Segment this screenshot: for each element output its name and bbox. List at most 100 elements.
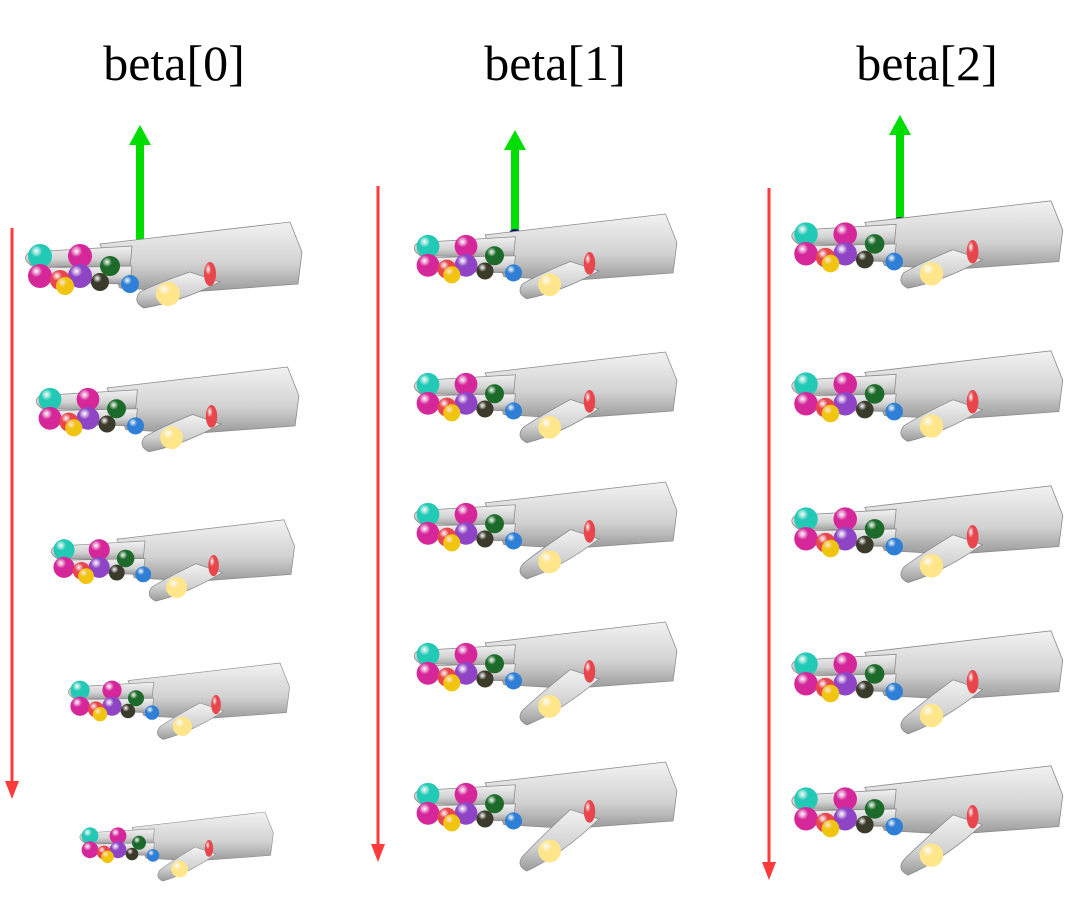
joint-sphere <box>416 521 440 545</box>
joint-sphere <box>156 282 180 306</box>
column-title-beta0: beta[0] <box>103 35 245 91</box>
joint-sphere <box>38 406 62 430</box>
joint-sphere <box>102 680 122 700</box>
joint-sphere <box>476 400 494 418</box>
joint-sphere <box>126 417 145 435</box>
up-arrow-beta1 <box>504 130 526 243</box>
hand-palm <box>484 481 678 549</box>
joint-sphere <box>794 507 818 531</box>
joint-sphere <box>416 642 440 666</box>
joint-sphere <box>885 817 904 836</box>
joint-sphere <box>885 252 904 271</box>
hand-palm <box>99 221 303 293</box>
joint-sphere <box>28 244 52 268</box>
joint-sphere <box>171 860 188 878</box>
joint-sphere <box>416 502 440 526</box>
joint-sphere <box>864 519 885 539</box>
down-arrow-beta0 <box>5 228 19 799</box>
joint-marker <box>966 670 979 694</box>
joint-sphere <box>885 682 904 701</box>
joint-sphere <box>88 556 110 578</box>
joint-marker <box>211 695 221 715</box>
joint-sphere <box>821 404 840 423</box>
hand-beta1-step2 <box>413 481 678 580</box>
joint-sphere <box>454 521 478 545</box>
joint-marker <box>205 405 218 428</box>
joint-sphere <box>833 671 857 696</box>
joint-sphere <box>53 539 75 561</box>
joint-sphere <box>65 419 83 437</box>
joint-sphere <box>885 537 904 556</box>
hand-beta0-step2 <box>50 519 295 602</box>
joint-sphere <box>121 275 139 293</box>
joint-sphere <box>92 707 108 722</box>
joint-sphere <box>78 568 94 585</box>
joint-marker <box>583 390 596 413</box>
joint-sphere <box>454 372 478 396</box>
joint-sphere <box>794 241 818 266</box>
joint-sphere <box>538 415 561 439</box>
joint-marker <box>208 555 219 577</box>
joint-sphere <box>91 273 109 291</box>
joint-marker <box>583 252 596 275</box>
joint-sphere <box>454 391 478 415</box>
up-arrow-beta2 <box>889 115 911 231</box>
hand-beta2-step0 <box>791 200 1064 289</box>
joint-sphere <box>919 414 944 438</box>
joint-sphere <box>416 253 440 277</box>
hand-beta1-step3 <box>413 621 678 726</box>
joint-sphere <box>794 652 818 676</box>
hand-palm <box>127 662 290 720</box>
joint-sphere <box>76 387 100 411</box>
joint-sphere <box>476 262 494 280</box>
joint-sphere <box>102 696 122 716</box>
joint-sphere <box>476 530 494 548</box>
joint-sphere <box>454 502 478 526</box>
joint-sphere <box>68 244 92 268</box>
joint-sphere <box>454 661 478 685</box>
joint-sphere <box>919 554 944 578</box>
joint-sphere <box>794 671 818 696</box>
joint-sphere <box>864 234 885 254</box>
joint-sphere <box>68 264 92 288</box>
joint-marker <box>583 800 596 823</box>
joint-sphere <box>794 806 818 831</box>
hand-beta2-step1 <box>791 350 1064 442</box>
joint-sphere <box>476 810 494 828</box>
joint-sphere <box>144 705 160 720</box>
joint-sphere <box>454 253 478 277</box>
joint-sphere <box>794 787 818 811</box>
joint-sphere <box>504 402 523 420</box>
joint-sphere <box>116 549 135 568</box>
joint-sphere <box>416 391 440 415</box>
joint-marker <box>966 390 979 414</box>
joint-sphere <box>416 372 440 396</box>
joint-sphere <box>108 564 125 581</box>
joint-marker <box>966 525 979 549</box>
joint-marker <box>583 660 596 683</box>
hand-beta2-step2 <box>791 485 1064 584</box>
joint-sphere <box>454 642 478 666</box>
joint-sphere <box>538 839 561 863</box>
joint-sphere <box>100 256 120 276</box>
hand-palm <box>864 350 1064 420</box>
joint-sphere <box>821 819 840 838</box>
joint-sphere <box>172 716 192 736</box>
joint-sphere <box>885 402 904 421</box>
hand-palm <box>864 630 1064 700</box>
joint-sphere <box>146 849 160 862</box>
hand-palm <box>864 765 1064 835</box>
joint-sphere <box>28 264 52 288</box>
joint-sphere <box>56 277 74 295</box>
hand-palm <box>484 351 678 419</box>
joint-marker <box>966 240 979 264</box>
joint-sphere <box>821 539 840 558</box>
hand-palm <box>484 621 678 689</box>
joint-sphere <box>833 391 857 416</box>
joint-sphere <box>504 264 523 282</box>
joint-sphere <box>504 532 523 550</box>
joint-sphere <box>821 684 840 703</box>
joint-sphere <box>128 690 144 707</box>
joint-sphere <box>833 652 857 676</box>
